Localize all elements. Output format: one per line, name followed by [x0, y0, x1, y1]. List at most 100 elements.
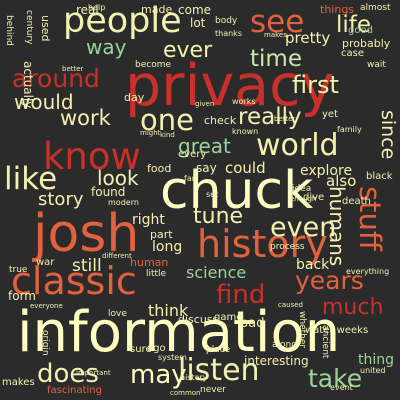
word-might: might — [140, 129, 161, 137]
word-family: family — [337, 125, 362, 134]
word-discuss: discuss — [178, 313, 219, 326]
word-along: along — [272, 340, 297, 350]
word-set: set — [206, 190, 219, 199]
word-thanks: thanks — [215, 29, 242, 38]
word-wait: wait — [367, 60, 386, 70]
word-say: say — [196, 161, 217, 175]
word-good: good — [348, 25, 373, 36]
word-almost: almost — [360, 3, 391, 13]
word-josh: josh — [33, 204, 140, 264]
word-better: better — [62, 65, 84, 73]
word-everything: everything — [346, 267, 390, 276]
word-become: become — [135, 60, 172, 70]
word-every: every — [178, 149, 207, 160]
word-listen: listen — [178, 353, 260, 388]
word-caused: caused — [278, 301, 303, 309]
word-common: common — [170, 389, 201, 397]
word-take: take — [308, 364, 363, 393]
word-since: since — [377, 110, 399, 160]
word-given: given — [195, 100, 215, 108]
word-does: does — [37, 359, 99, 389]
word-dive: dive — [303, 192, 325, 203]
word-look: look — [97, 166, 139, 190]
word-tune: tune — [193, 204, 244, 229]
word-death: death — [342, 196, 371, 207]
word-would: would — [14, 90, 74, 114]
word-event: event — [330, 383, 353, 392]
word-century: century — [24, 10, 34, 45]
word-food: food — [147, 162, 172, 175]
word-modern: modern — [108, 198, 139, 207]
word-things: things — [320, 3, 355, 16]
word-true: true — [9, 265, 28, 275]
word-right: right — [132, 212, 165, 228]
word-help: help — [88, 3, 106, 12]
word-everyone: everyone — [30, 302, 63, 310]
word-black: black — [366, 171, 393, 182]
word-chuck: chuck — [160, 161, 314, 221]
word-pretty: pretty — [285, 29, 331, 47]
word-love: love — [108, 309, 127, 319]
word-found: found — [91, 185, 126, 199]
word-far: far — [184, 174, 196, 183]
word-made: made — [141, 3, 173, 16]
word-united: united — [360, 366, 386, 375]
word-works: works — [232, 97, 256, 106]
word-even: even — [270, 212, 337, 243]
word-like: like — [4, 161, 58, 197]
word-different: different — [102, 252, 132, 260]
word-privacy: privacy — [125, 53, 335, 119]
word-probably: probably — [342, 37, 391, 50]
word-game: game — [214, 312, 243, 323]
word-makes-2: makes — [264, 31, 287, 39]
word-kind: kind — [160, 131, 175, 139]
word-really: really — [238, 104, 302, 130]
word-come: come — [178, 3, 212, 17]
word-enough: enough — [290, 195, 317, 203]
word-lot: lot — [190, 16, 206, 30]
word-important: important — [76, 369, 111, 377]
word-still: still — [72, 256, 102, 276]
word-body: body — [215, 16, 238, 26]
word-whether: whether — [297, 311, 307, 349]
word-may: may — [130, 360, 187, 390]
word-much: much — [322, 295, 384, 320]
word-used: used — [39, 15, 52, 42]
word-case: case — [341, 48, 364, 59]
word-also: also — [326, 172, 357, 190]
word-yet: yet — [322, 109, 338, 120]
word-makes: makes — [2, 377, 35, 388]
word-could: could — [225, 159, 266, 177]
word-water-weeks: water weeks — [305, 325, 369, 336]
word-ago: ago — [147, 343, 166, 354]
word-war: war — [36, 257, 55, 268]
word-sure: sure — [130, 344, 152, 355]
word-know: know — [43, 135, 141, 178]
word-around: around — [12, 64, 100, 93]
word-real: real — [76, 3, 99, 17]
word-think: think — [148, 301, 189, 320]
word-actually: actually — [21, 61, 35, 109]
word-first: first — [292, 71, 339, 99]
word-way: way — [86, 35, 127, 59]
word-history-2: history — [180, 373, 208, 382]
word-process: process — [270, 242, 305, 252]
word-science: science — [186, 263, 247, 282]
word-explore: explore — [300, 163, 353, 179]
word-story: story — [38, 189, 84, 210]
word-fascinating: fascinating — [47, 385, 102, 396]
word-information: information — [17, 300, 341, 365]
word-part: part — [150, 228, 173, 241]
word-long: long — [152, 239, 183, 255]
word-better-2: better — [274, 115, 296, 123]
word-origin: origin — [40, 330, 50, 356]
word-system: system — [158, 353, 187, 362]
word-idea: idea — [292, 184, 312, 194]
word-years: years — [295, 266, 364, 295]
word-stuff: stuff — [353, 186, 387, 251]
word-interesting: interesting — [244, 354, 309, 368]
word-place: place — [206, 345, 231, 355]
word-thing: thing — [358, 352, 395, 368]
word-people: people — [63, 1, 182, 41]
